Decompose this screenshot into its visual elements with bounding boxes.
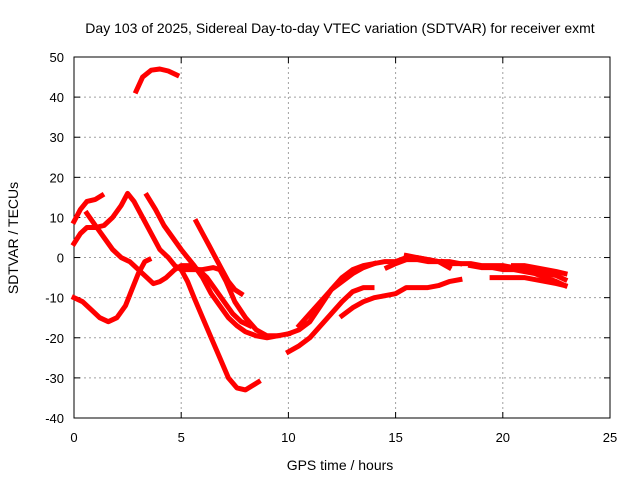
series-line-s8 bbox=[192, 218, 245, 298]
y-tick-label: 50 bbox=[50, 50, 64, 65]
y-tick-label: -20 bbox=[45, 331, 64, 346]
y-tick-label: 30 bbox=[50, 130, 64, 145]
x-tick-label: 20 bbox=[496, 430, 510, 445]
series-line-s17 bbox=[511, 263, 569, 277]
x-tick-label: 15 bbox=[388, 430, 402, 445]
series-line-s10 bbox=[285, 255, 453, 338]
y-tick-label: 0 bbox=[57, 251, 64, 266]
x-axis-label: GPS time / hours bbox=[287, 457, 394, 473]
series-line-s15 bbox=[439, 258, 569, 283]
y-tick-label: -40 bbox=[45, 411, 64, 426]
series-line-s2 bbox=[70, 191, 106, 225]
series-line-s9 bbox=[284, 285, 375, 356]
series-line-s12 bbox=[338, 276, 463, 320]
x-tick-label: 5 bbox=[178, 430, 185, 445]
y-tick-label: -10 bbox=[45, 291, 64, 306]
plot-frame bbox=[73, 56, 611, 419]
y-tick-label: 20 bbox=[50, 170, 64, 185]
axis-ticks bbox=[73, 56, 611, 419]
series-line-s1 bbox=[132, 66, 181, 95]
series-line-s3 bbox=[70, 190, 292, 339]
series-line-s11 bbox=[295, 260, 378, 330]
series-line-s16 bbox=[467, 262, 569, 289]
series-line-s18 bbox=[489, 275, 569, 289]
grid-lines bbox=[74, 57, 610, 418]
x-tick-labels: 0 5 10 15 20 25 bbox=[70, 430, 617, 445]
y-axis-label: SDTVAR / TECUs bbox=[5, 182, 21, 294]
y-tick-label: -30 bbox=[45, 371, 64, 386]
series-line-s7 bbox=[177, 266, 262, 393]
y-tick-label: 40 bbox=[50, 90, 64, 105]
chart-title: Day 103 of 2025, Sidereal Day-to-day VTE… bbox=[85, 20, 594, 36]
y-tick-label: 10 bbox=[50, 210, 64, 225]
data-series bbox=[70, 66, 569, 393]
x-tick-label: 0 bbox=[70, 430, 77, 445]
series-line-s5 bbox=[143, 191, 281, 341]
x-tick-label: 10 bbox=[281, 430, 295, 445]
series-line-s6 bbox=[70, 256, 153, 325]
series-line-s4 bbox=[83, 209, 254, 330]
y-tick-labels: -40 -30 -20 -10 0 10 20 30 40 50 bbox=[45, 50, 64, 426]
x-tick-label: 25 bbox=[603, 430, 617, 445]
